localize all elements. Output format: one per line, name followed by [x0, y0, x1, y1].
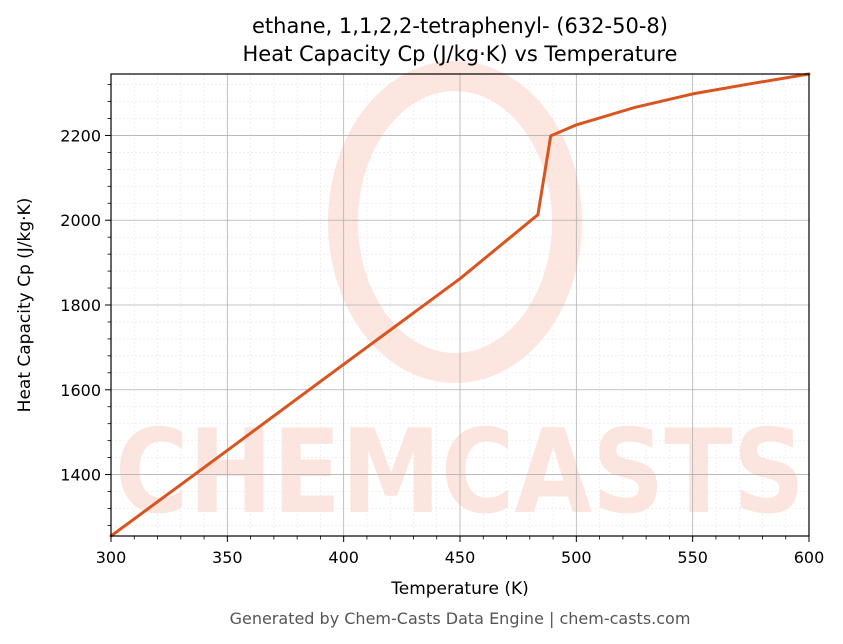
y-tick-label: 2000	[60, 211, 101, 230]
chart-subtitle: Heat Capacity Cp (J/kg·K) vs Temperature	[243, 42, 678, 66]
x-tick-label: 300	[96, 548, 127, 567]
x-tick-label: 550	[677, 548, 708, 567]
y-tick-label: 1800	[60, 296, 101, 315]
x-tick-label: 350	[212, 548, 243, 567]
x-tick-label: 500	[561, 548, 592, 567]
x-tick-label: 600	[794, 548, 825, 567]
x-tick-label: 400	[328, 548, 359, 567]
y-tick-label: 2200	[60, 126, 101, 145]
footer-credit: Generated by Chem-Casts Data Engine | ch…	[230, 609, 691, 628]
x-tick-label: 450	[445, 548, 476, 567]
x-axis-label: Temperature (K)	[390, 579, 529, 599]
heat-capacity-series-line	[109, 72, 811, 538]
y-axis-label: Heat Capacity Cp (J/kg·K)	[15, 198, 35, 413]
watermark-logo-ring-icon	[328, 61, 582, 383]
x-axis-ticks: 300 350 400 450 500 550 600	[96, 536, 825, 567]
y-axis-ticks: 1400 1600 1800 2000 2200	[60, 84, 111, 526]
y-tick-label: 1400	[60, 466, 101, 485]
major-grid	[110, 74, 810, 536]
y-tick-label: 1600	[60, 381, 101, 400]
chart-title: ethane, 1,1,2,2-tetraphenyl- (632-50-8)	[252, 14, 668, 38]
